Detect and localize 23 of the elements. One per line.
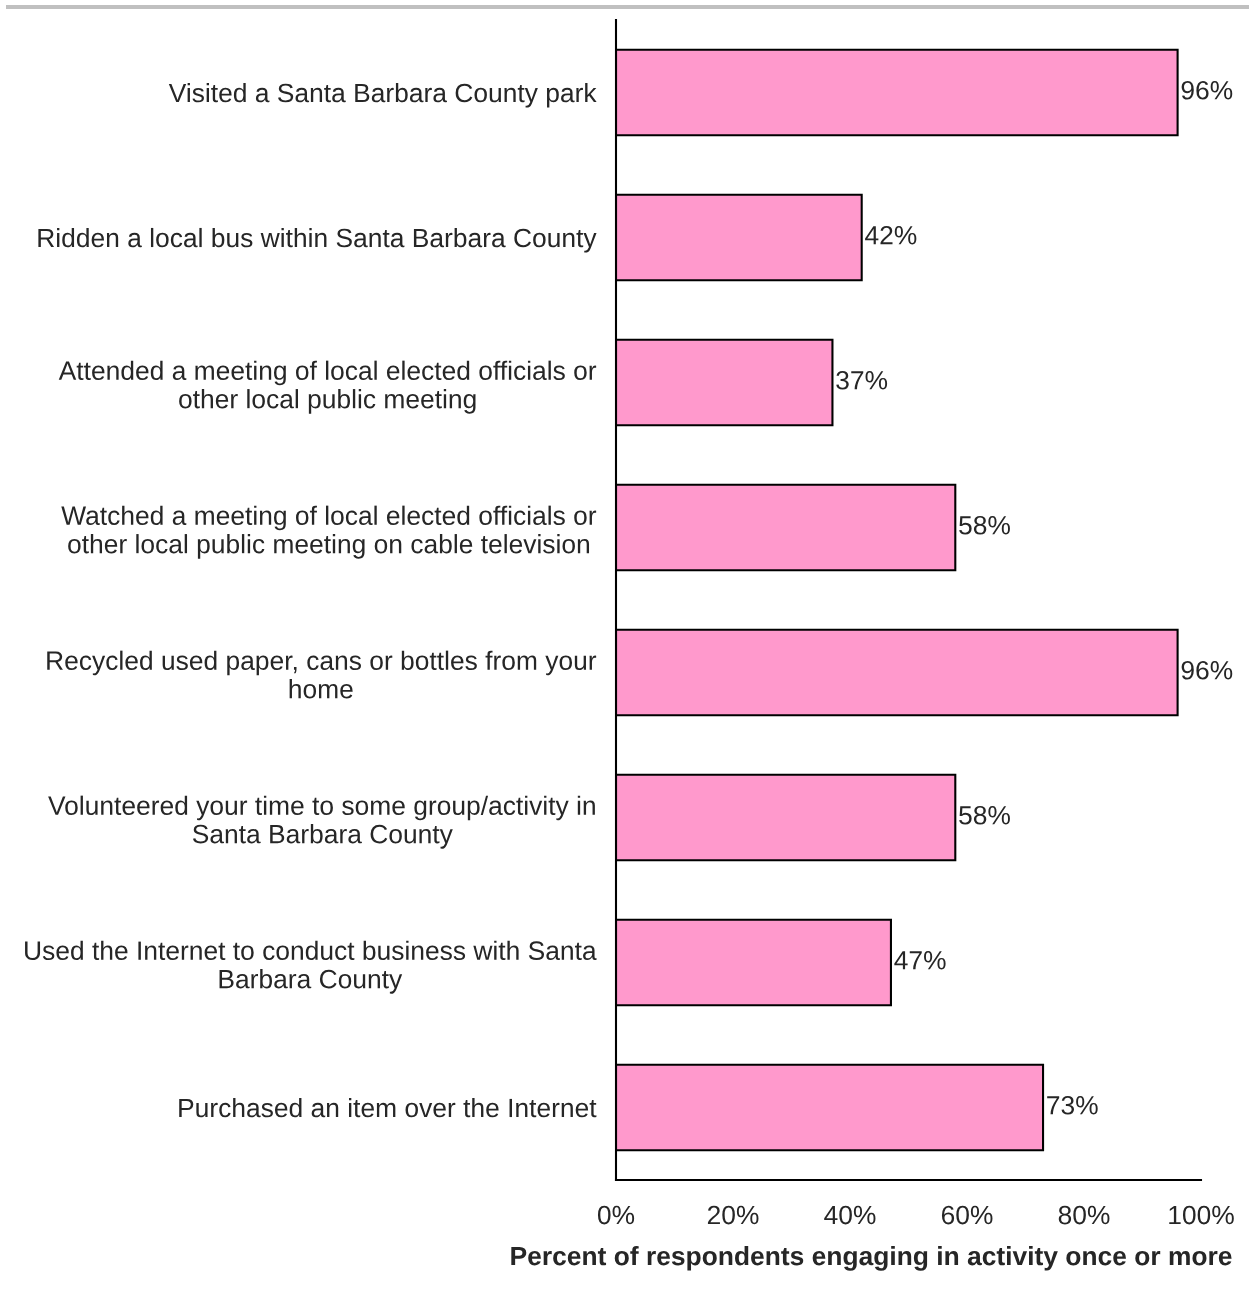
data-label: 37% [836,370,888,390]
data-label: 58% [959,805,1010,825]
data-label: 96% [1181,660,1233,680]
y-tick-label: Visited a Santa Barbara County park [168,82,597,108]
y-tick-label: Watched a meeting of local elected officials or other local public meeting on cable television [61,505,597,559]
x-tick-label: 0% [597,1205,635,1225]
y-tick-label: Ridden a local bus within Santa Barbara County [38,227,597,253]
x-tick-label: 100% [1169,1205,1234,1225]
x-axis-title: Percent of respondents engaging in activity once or more [511,1246,1232,1271]
data-label: 58% [959,515,1010,535]
y-tick-label: Volunteered your time to some group/activity in Santa Barbara County [48,795,595,849]
data-label: 42% [865,225,917,245]
x-tick-label: 80% [1058,1205,1110,1225]
x-tick-label: 40% [824,1205,876,1225]
x-tick-label: 20% [707,1205,759,1225]
y-tick-label: Used the Internet to conduct business with Santa Barbara County [25,940,597,994]
x-tick-label: 60% [941,1205,993,1225]
data-label: 47% [894,951,946,970]
y-tick-label: Attended a meeting of local elected officials or other local public meeting [58,360,597,414]
y-tick-label: Recycled used paper, cans or bottles from your home [47,650,597,699]
data-label: 73% [1047,1095,1098,1115]
y-tick-label: Purchased an item over the Internet [179,1097,597,1118]
data-label: 96% [1181,80,1233,100]
